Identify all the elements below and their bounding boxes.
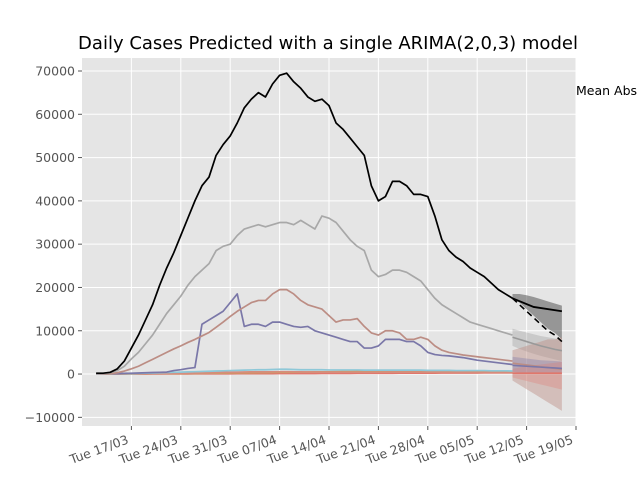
series-line [96, 72, 513, 375]
forecast-line [512, 336, 563, 352]
forecast-lines [511, 297, 563, 374]
confidence-band [512, 293, 562, 340]
y-axis-ticks: −10000 0 10000 20000 30000 40000 50000 60000 700… [25, 63, 82, 425]
series-line [96, 215, 513, 375]
y-tick-label: 0 [67, 367, 75, 382]
y-tick-label: 30000 [35, 237, 75, 252]
y-tick-label: 10000 [35, 323, 75, 338]
forecast-line [511, 297, 563, 343]
grid [82, 58, 577, 426]
y-tick-label: 60000 [35, 107, 75, 122]
y-tick-label: 70000 [35, 63, 75, 78]
series-lines [96, 72, 513, 375]
series-line [96, 288, 513, 375]
annotation-text: Mean Abs [576, 83, 637, 98]
y-tick-label: 40000 [35, 193, 75, 208]
y-tick-label: −10000 [25, 410, 75, 425]
confidence-band [512, 361, 562, 390]
confidence-band [512, 356, 562, 375]
series-line [96, 293, 513, 375]
series-line [96, 370, 513, 375]
forecast-line [512, 364, 562, 370]
forecast-bands [512, 293, 562, 411]
y-tick-label: 20000 [35, 280, 75, 295]
confidence-band [512, 337, 562, 411]
y-tick-label: 50000 [35, 150, 75, 165]
chart-title: Daily Cases Predicted with a single ARIM… [78, 33, 578, 54]
actual-tail-line [512, 297, 563, 313]
